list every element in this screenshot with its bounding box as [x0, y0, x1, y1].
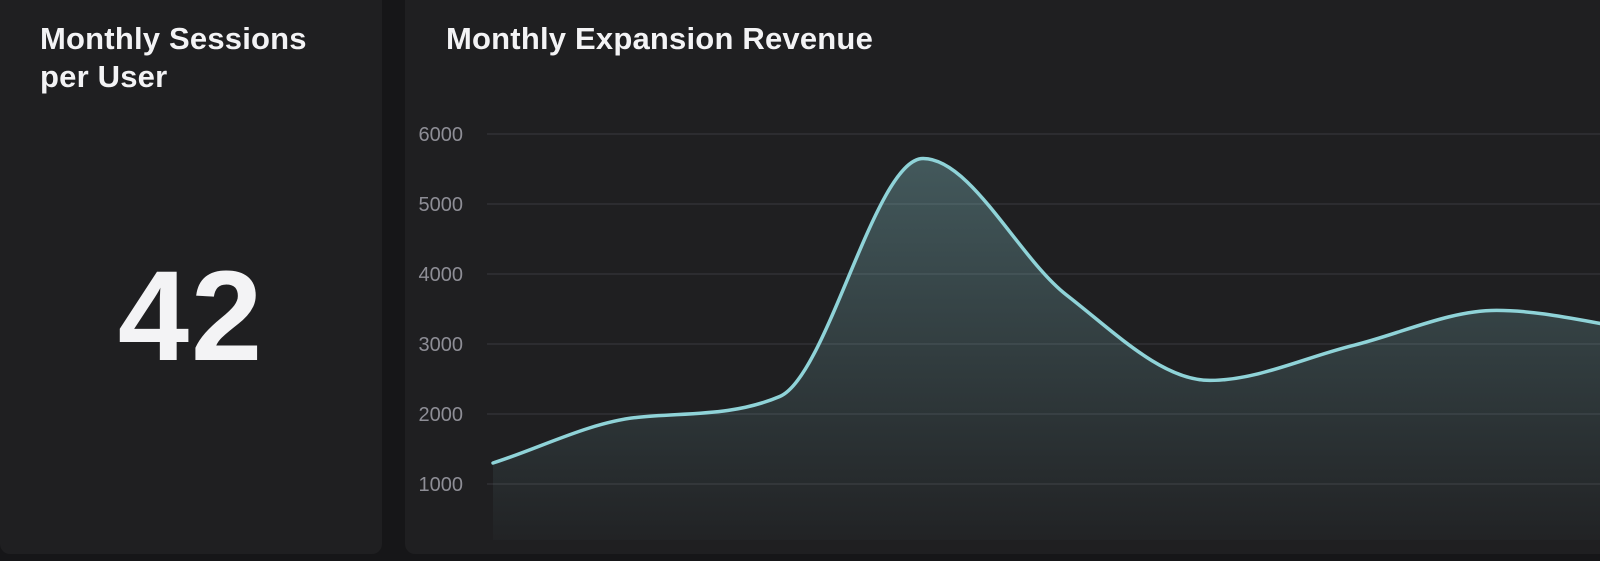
y-tick-label: 2000 [419, 404, 464, 426]
y-tick-label: 4000 [419, 264, 464, 286]
y-tick-label: 1000 [419, 474, 464, 496]
sessions-per-user-card: Monthly Sessions per User 42 [0, 0, 382, 554]
expansion-revenue-title: Monthly Expansion Revenue [446, 21, 874, 56]
sessions-per-user-title: Monthly Sessions per User [40, 21, 307, 94]
y-tick-label: 6000 [419, 124, 464, 146]
y-tick-label: 5000 [419, 194, 464, 216]
y-axis-ticks: 1000 2000 3000 4000 5000 6000 [419, 124, 464, 496]
revenue-line [491, 156, 1600, 465]
revenue-area [493, 158, 1600, 540]
expansion-revenue-chart: 1000 2000 3000 4000 5000 6000 [419, 124, 1600, 540]
y-tick-label: 3000 [419, 334, 464, 356]
sessions-per-user-value: 42 [117, 245, 265, 388]
